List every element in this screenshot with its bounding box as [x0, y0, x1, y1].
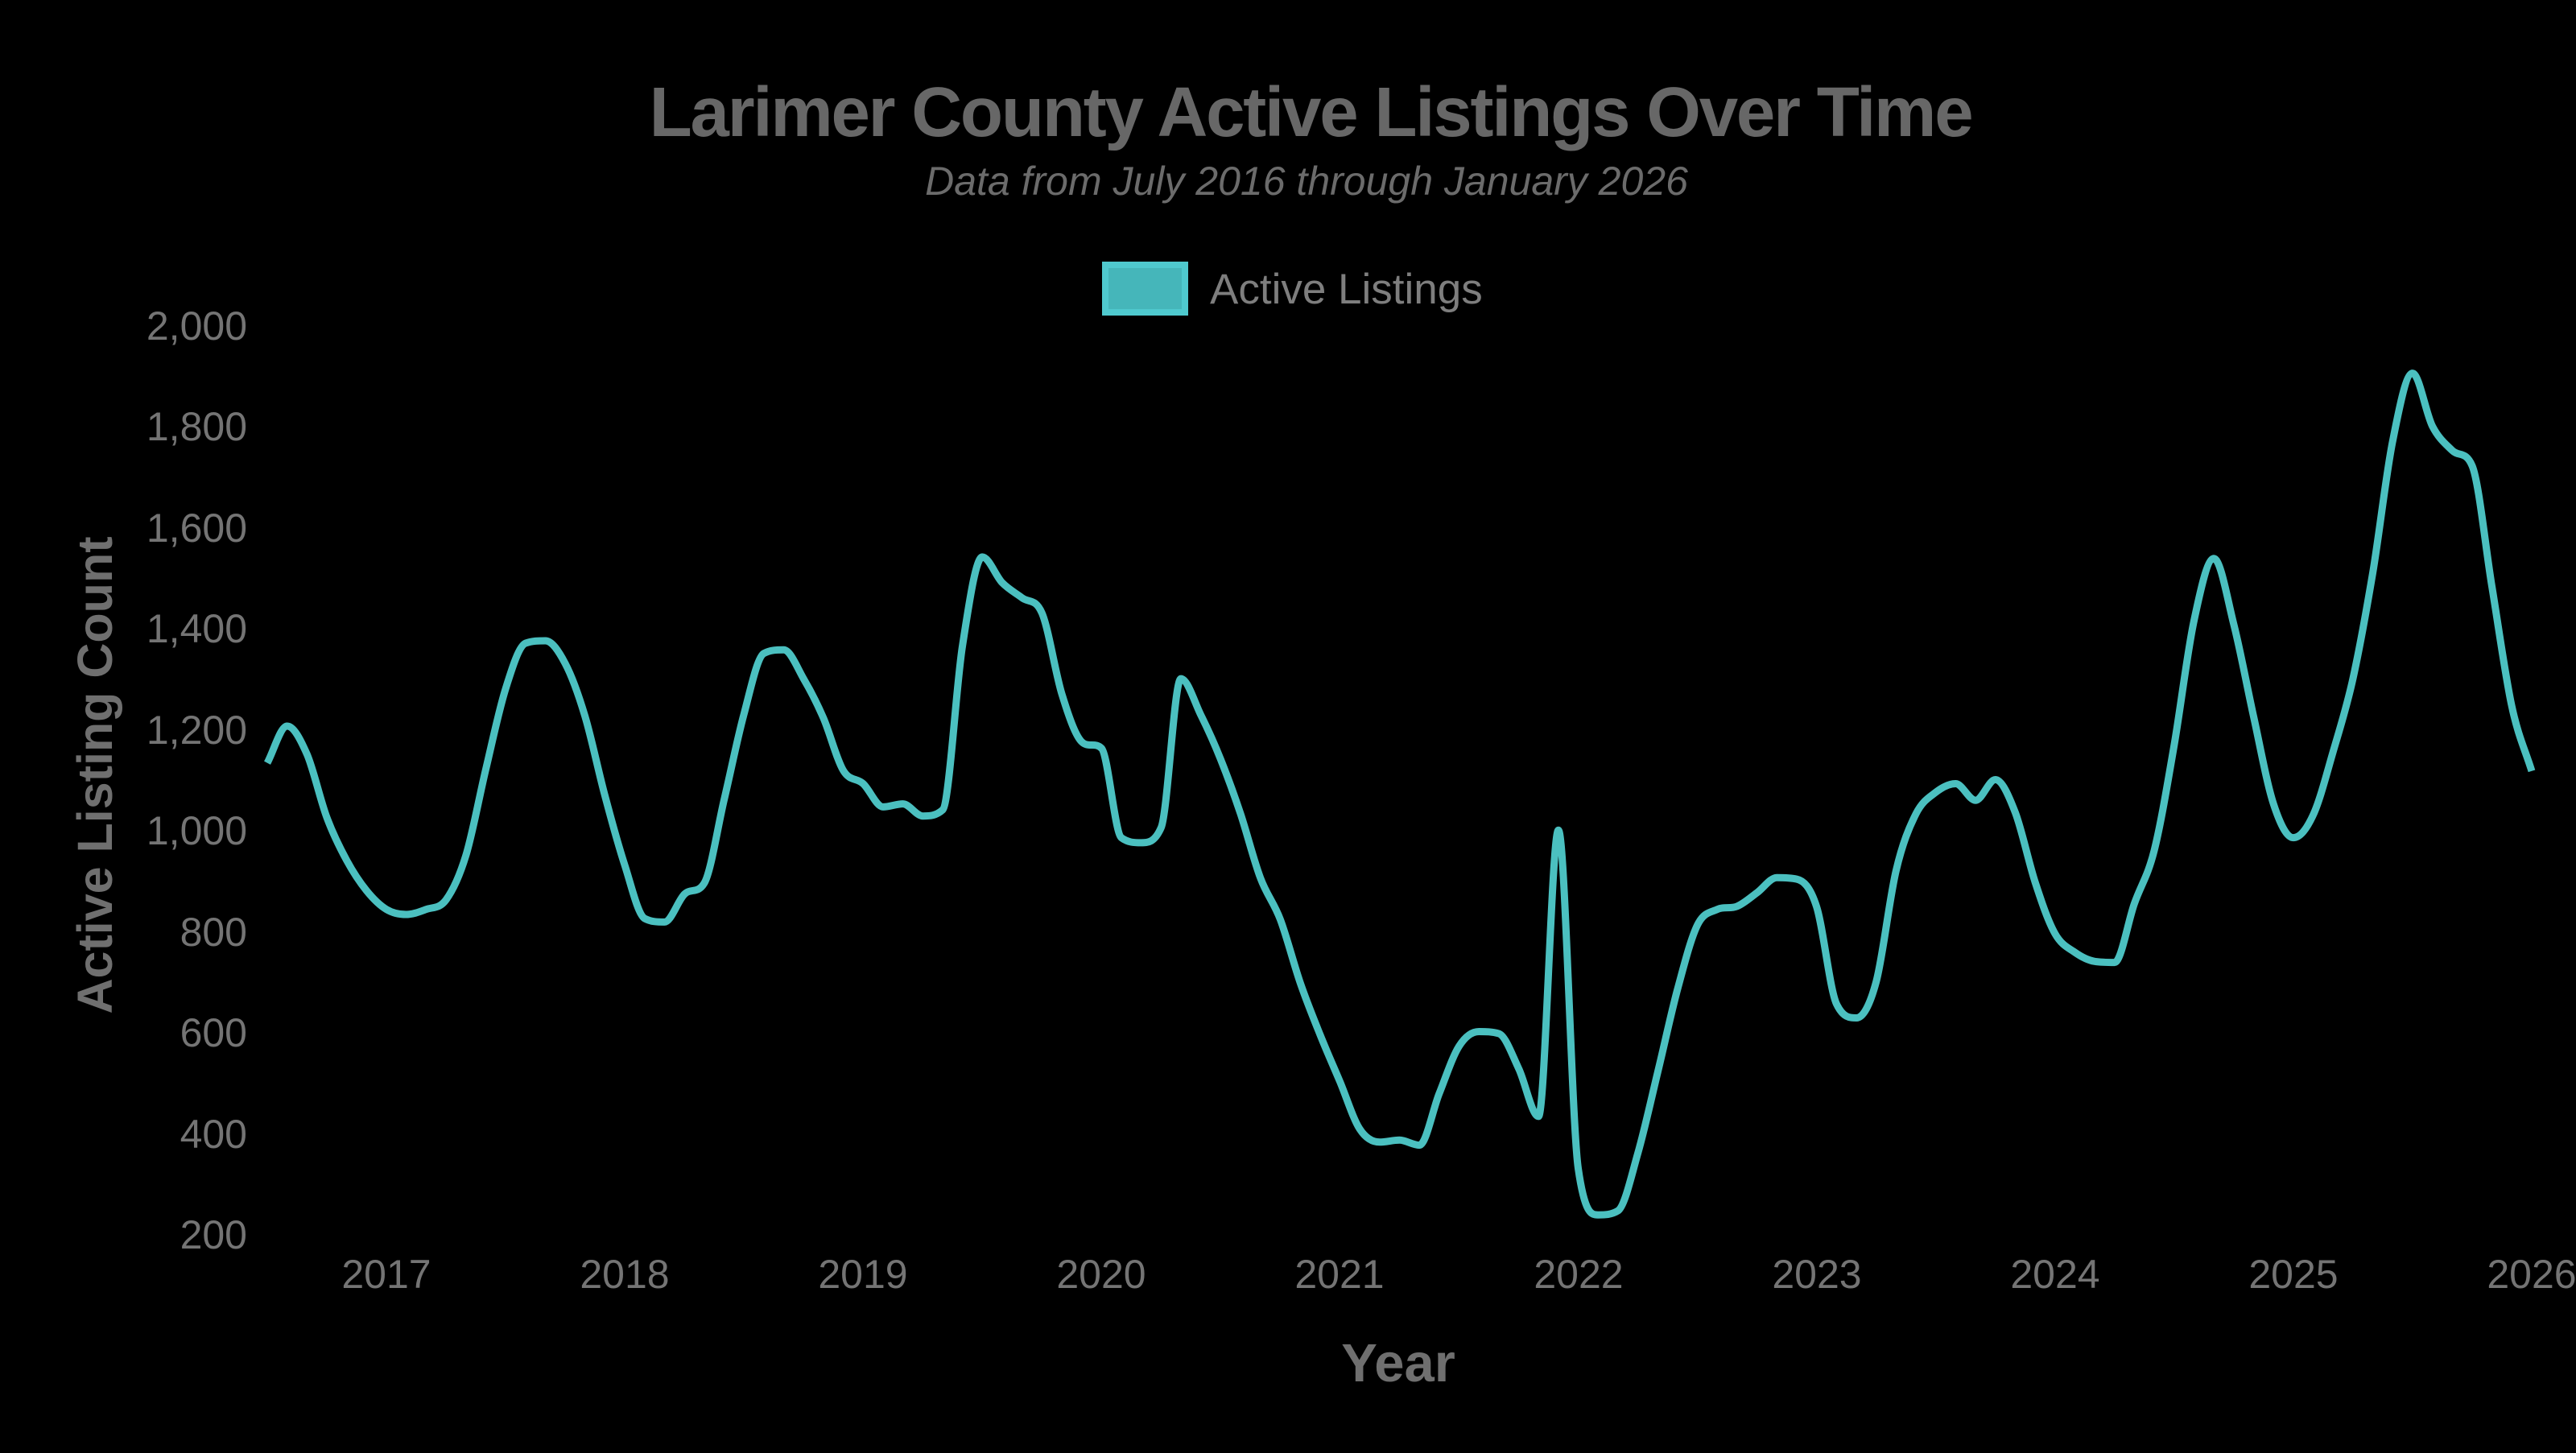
svg-text:200: 200 [180, 1212, 247, 1257]
svg-text:1,000: 1,000 [147, 808, 247, 853]
svg-text:2019: 2019 [818, 1252, 907, 1297]
svg-text:2023: 2023 [1772, 1252, 1861, 1297]
svg-text:1,200: 1,200 [147, 708, 247, 753]
svg-text:2025: 2025 [2248, 1252, 2338, 1297]
svg-text:2020: 2020 [1056, 1252, 1146, 1297]
svg-text:2,000: 2,000 [147, 303, 247, 349]
svg-text:2018: 2018 [580, 1252, 669, 1297]
svg-text:1,600: 1,600 [147, 506, 247, 551]
svg-text:Active Listings: Active Listings [1210, 266, 1483, 313]
svg-text:1,400: 1,400 [147, 606, 247, 651]
svg-text:800: 800 [180, 910, 247, 955]
svg-text:Year: Year [1341, 1333, 1455, 1393]
svg-text:2021: 2021 [1294, 1252, 1384, 1297]
svg-text:2026: 2026 [2487, 1252, 2576, 1297]
svg-text:Data from July 2016 through Ja: Data from July 2016 through January 2026 [925, 159, 1688, 204]
svg-text:Larimer County Active Listings: Larimer County Active Listings Over Time [650, 73, 1972, 151]
svg-text:1,800: 1,800 [147, 404, 247, 449]
svg-text:Active Listing Count: Active Listing Count [68, 536, 122, 1013]
svg-text:2017: 2017 [341, 1252, 431, 1297]
svg-text:400: 400 [180, 1112, 247, 1157]
svg-text:600: 600 [180, 1010, 247, 1055]
svg-text:2024: 2024 [2010, 1252, 2099, 1297]
svg-text:2022: 2022 [1534, 1252, 1623, 1297]
